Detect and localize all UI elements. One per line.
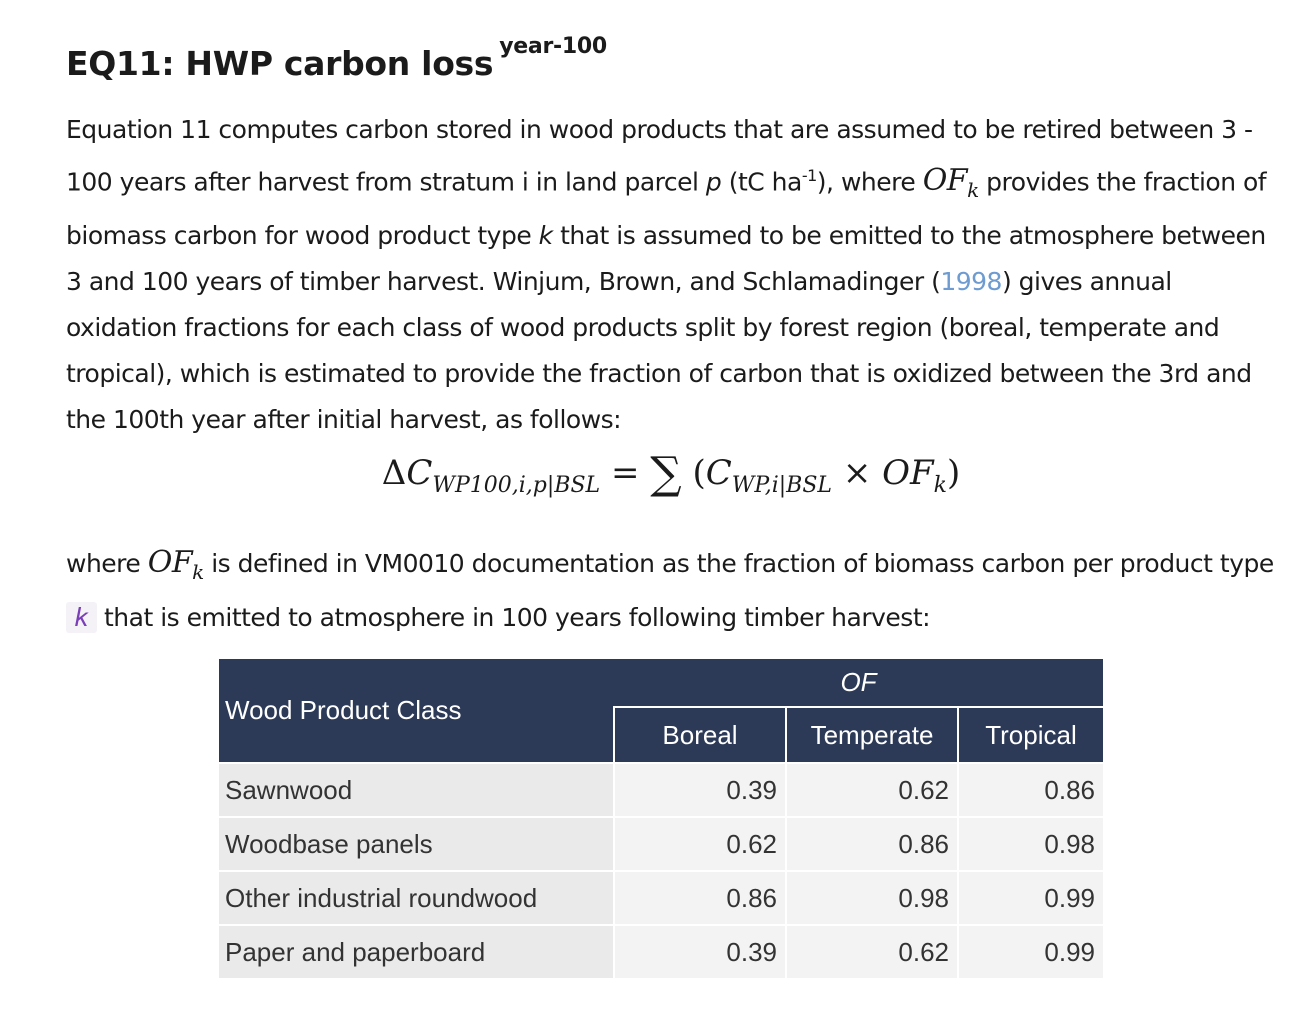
math-subscript: WP,i|BSL: [731, 472, 833, 498]
row-label: Other industrial roundwood: [219, 870, 614, 925]
math-of-k: OFk: [147, 545, 205, 584]
math-paren: (: [681, 453, 706, 493]
math-symbol: OF: [922, 163, 968, 199]
section-heading: EQ11: HWP carbon loss year-100: [66, 28, 1276, 105]
cell-boreal: 0.39: [613, 924, 786, 978]
cell-temperate: 0.98: [785, 870, 958, 925]
table-row: Other industrial roundwood 0.86 0.98 0.9…: [219, 870, 1103, 925]
cell-temperate: 0.86: [785, 816, 958, 871]
definition-paragraph: where OFk is defined in VM0010 documenta…: [66, 540, 1276, 641]
heading-text: EQ11: HWP carbon loss: [66, 44, 494, 83]
math-paren: ): [946, 453, 961, 493]
document-body: EQ11: HWP carbon loss year-100 Equation 1…: [66, 28, 1276, 633]
column-group-header-of: OF: [614, 659, 1103, 708]
math-symbol: C: [705, 453, 732, 493]
math-symbol: C: [406, 453, 433, 493]
math-subscript: k: [933, 472, 947, 498]
math-delta: Δ: [381, 453, 407, 493]
column-header-tropical: Tropical: [957, 707, 1103, 763]
math-subscript: k: [192, 560, 204, 584]
inline-code-k: k: [66, 602, 97, 633]
cell-tropical: 0.98: [957, 816, 1103, 871]
table-row: Paper and paperboard 0.39 0.62 0.99: [219, 924, 1103, 978]
cell-boreal: 0.39: [613, 762, 786, 817]
math-subscript: WP100,i,p|BSL: [432, 472, 601, 498]
table-row: Sawnwood 0.39 0.62 0.86: [219, 762, 1103, 817]
cell-temperate: 0.62: [785, 924, 958, 978]
cell-tropical: 0.99: [957, 870, 1103, 925]
var-p: p: [705, 167, 722, 197]
math-operator: ×: [832, 453, 883, 493]
column-header-temperate: Temperate: [785, 707, 958, 763]
math-subscript: k: [967, 178, 979, 203]
row-label: Sawnwood: [219, 762, 614, 817]
text-run: that is assumed to be emitted to the atm…: [66, 221, 1266, 297]
unit-exponent: -1: [801, 166, 817, 185]
table-row: Woodbase panels 0.62 0.86 0.98: [219, 816, 1103, 871]
sum-symbol: ∑: [650, 448, 682, 499]
cell-boreal: 0.62: [613, 816, 786, 871]
math-symbol: OF: [147, 545, 193, 580]
equation-11: ΔCWP100,i,p|BSL = ∑ (CWP,i|BSL × OFk): [66, 448, 1276, 499]
intro-paragraph: Equation 11 computes carbon stored in wo…: [66, 107, 1276, 443]
cell-temperate: 0.62: [785, 762, 958, 817]
cell-tropical: 0.99: [957, 924, 1103, 978]
citation-link[interactable]: 1998: [940, 267, 1002, 297]
text-run: provides the fraction of biomass carbon …: [66, 167, 1267, 251]
column-header-boreal: Boreal: [613, 707, 786, 763]
cell-tropical: 0.86: [957, 762, 1103, 817]
math-operator: =: [600, 453, 651, 493]
text-run: Equation 11 computes carbon stored in wo…: [66, 115, 1253, 197]
math-symbol: OF: [882, 453, 934, 493]
row-label: Woodbase panels: [219, 816, 614, 871]
text-run: that is emitted to atmosphere in 100 yea…: [96, 603, 931, 632]
row-label: Paper and paperboard: [219, 924, 614, 978]
var-k: k: [538, 221, 553, 251]
column-header-class: Wood Product Class: [219, 659, 614, 763]
text-run: is defined in VM0010 documentation as th…: [203, 549, 1274, 578]
text-run: where: [66, 549, 148, 578]
text-run: ), where: [816, 167, 923, 197]
heading-superscript: year-100: [499, 34, 607, 59]
text-run: ) gives annual oxidation fractions for e…: [66, 267, 1252, 435]
math-of-k: OFk: [922, 163, 980, 202]
oxidation-fraction-table: Wood Product Class OF Boreal Temperate T…: [219, 659, 1103, 978]
text-run: (tC ha: [721, 167, 803, 197]
cell-boreal: 0.86: [613, 870, 786, 925]
